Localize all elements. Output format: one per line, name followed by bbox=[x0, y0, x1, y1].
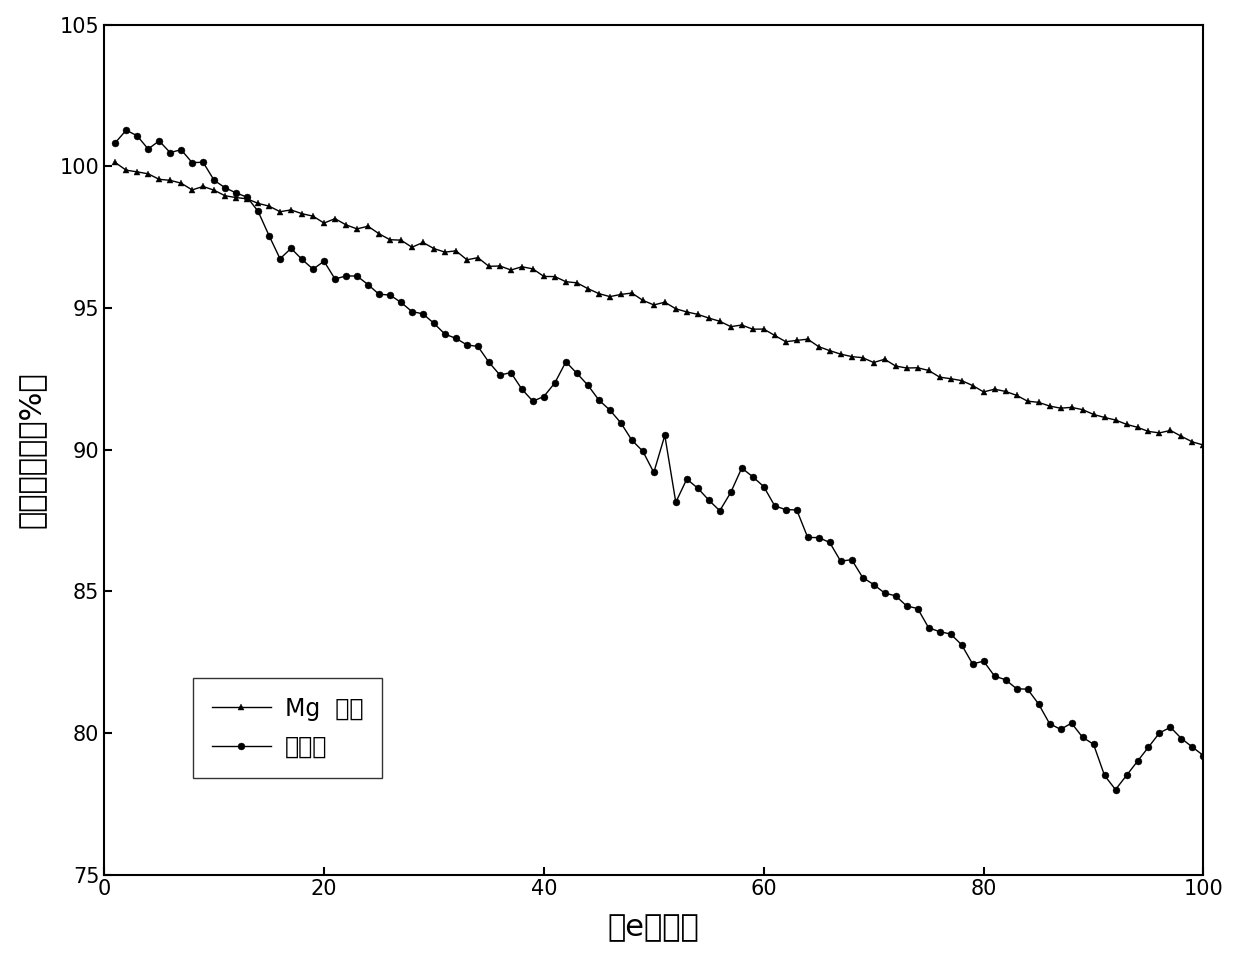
未掺杂 bbox=[119, 125, 134, 136]
Mg  掺杂 bbox=[316, 218, 331, 229]
Line: 未掺杂: 未掺杂 bbox=[112, 127, 1207, 793]
Legend: Mg  掺杂, 未掺杂: Mg 掺杂, 未掺杂 bbox=[193, 678, 382, 778]
未掺杂 bbox=[327, 273, 342, 285]
Mg  掺杂 bbox=[668, 303, 683, 315]
Mg  掺杂 bbox=[1141, 426, 1156, 437]
Y-axis label: 容量保持率（%）: 容量保持率（%） bbox=[16, 371, 46, 528]
未掺杂 bbox=[768, 501, 782, 512]
Mg  掺杂 bbox=[108, 156, 123, 168]
未掺杂 bbox=[1197, 750, 1211, 761]
Mg  掺杂 bbox=[361, 221, 376, 232]
X-axis label: 循e环圈数: 循e环圈数 bbox=[608, 913, 699, 943]
未掺杂 bbox=[1109, 784, 1123, 795]
Line: Mg  掺杂: Mg 掺杂 bbox=[112, 159, 1207, 448]
未掺杂 bbox=[1163, 721, 1178, 733]
未掺杂 bbox=[372, 289, 387, 300]
Mg  掺杂 bbox=[1109, 414, 1123, 426]
Mg  掺杂 bbox=[756, 323, 771, 335]
未掺杂 bbox=[680, 474, 694, 485]
未掺杂 bbox=[108, 137, 123, 149]
未掺杂 bbox=[1130, 756, 1145, 767]
Mg  掺杂 bbox=[1197, 439, 1211, 451]
